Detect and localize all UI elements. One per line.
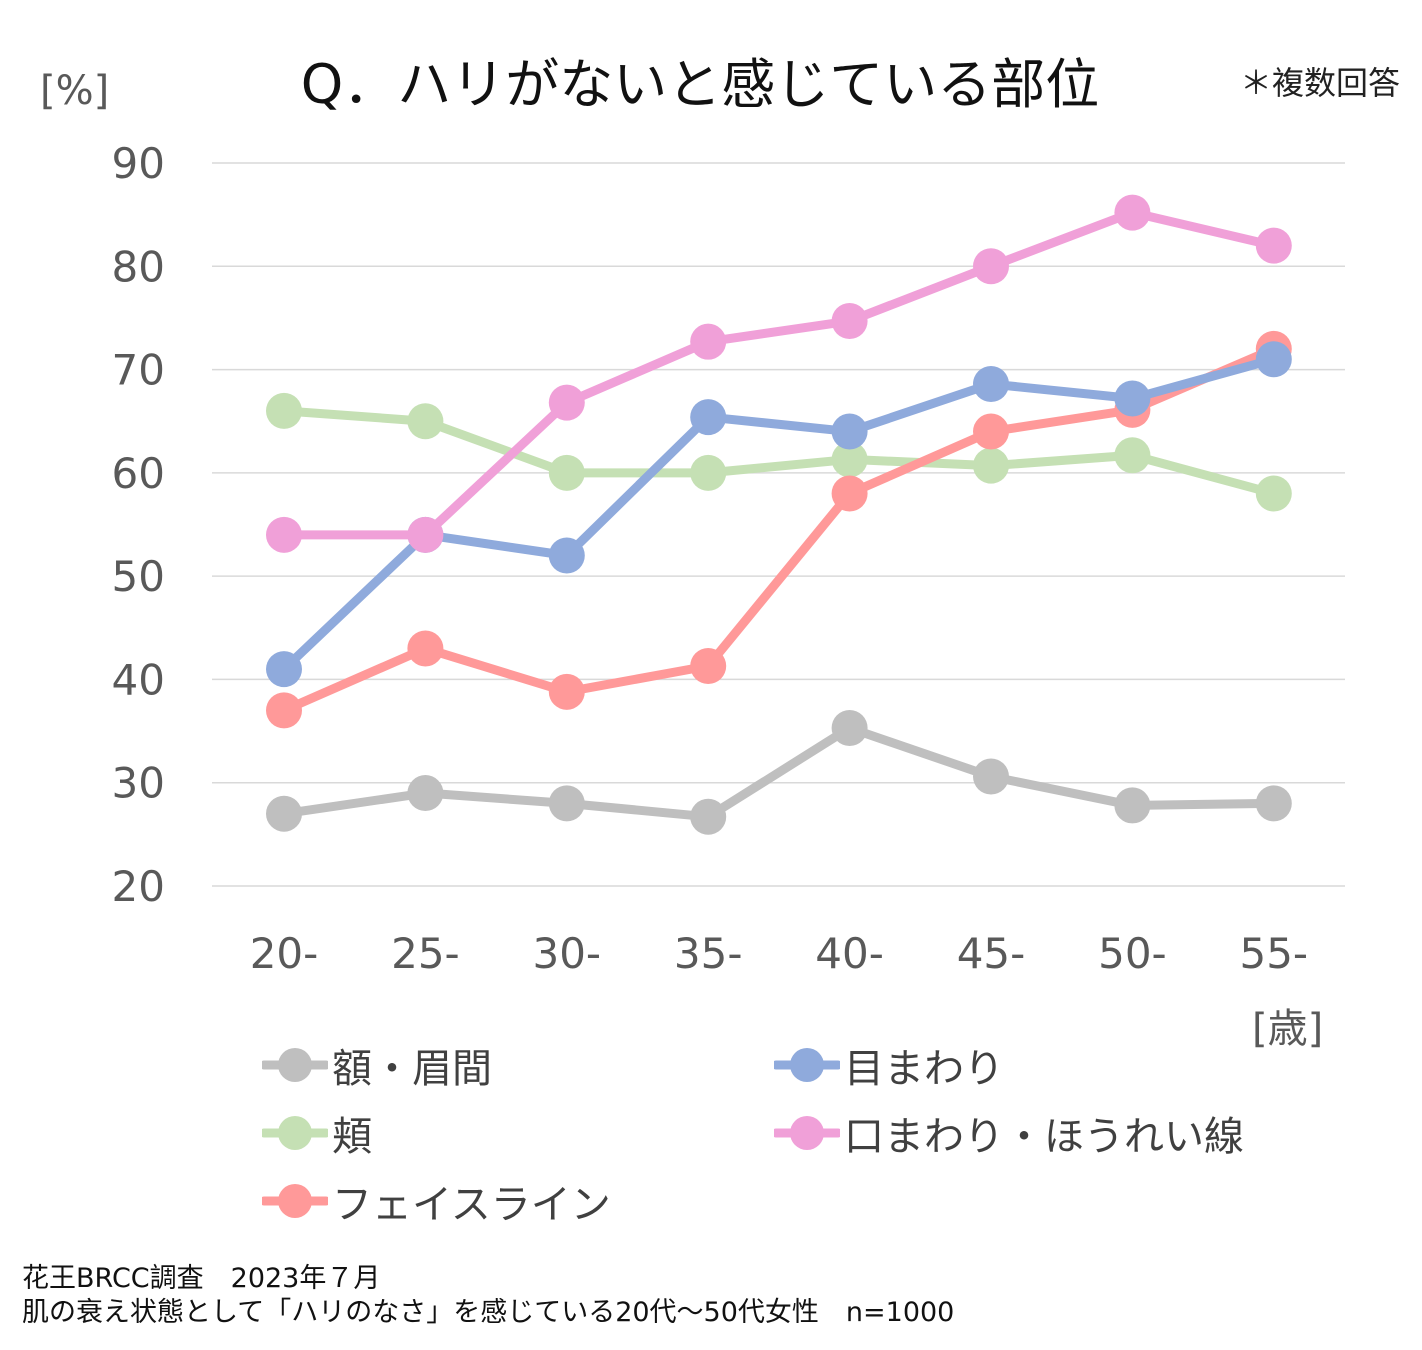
y-tick-label-30: 30 <box>112 759 165 808</box>
data-point-s4-1 <box>407 516 444 553</box>
y-tick-label-50: 50 <box>112 552 165 601</box>
data-point-s4-4 <box>831 303 868 340</box>
series-line-4 <box>279 208 1279 540</box>
data-point-s2-2 <box>548 673 585 710</box>
x-tick-label-5: 45- <box>957 929 1026 978</box>
data-point-s1-0 <box>266 392 302 429</box>
data-point-s2-3 <box>690 648 727 685</box>
data-point-s0-0 <box>266 795 302 832</box>
y-tick-label-90: 90 <box>112 139 165 188</box>
data-point-s1-1 <box>407 403 444 440</box>
x-tick-label-3: 35- <box>674 929 743 978</box>
data-point-s4-3 <box>690 323 727 360</box>
footer-source: 花王BRCC調査 2023年７月 <box>22 1263 381 1294</box>
y-tick-label-60: 60 <box>112 449 165 498</box>
data-point-s0-1 <box>407 775 444 812</box>
data-point-s1-5 <box>973 447 1009 484</box>
x-tick-label-6: 50- <box>1098 929 1167 978</box>
data-point-s4-6 <box>1114 194 1151 231</box>
y-axis-unit-label: [%] <box>40 68 110 114</box>
data-point-s1-2 <box>548 454 585 491</box>
x-tick-label-4: 40- <box>815 929 884 978</box>
x-axis-unit-label: [歳] <box>1252 1006 1324 1052</box>
data-point-s1-7 <box>1255 475 1292 512</box>
data-point-s0-2 <box>548 785 585 822</box>
data-point-s2-1 <box>407 630 444 667</box>
data-point-s3-4 <box>831 413 868 450</box>
footer-description: 肌の衰え状態として「ハリのなさ」を感じている20代～50代女性 n=1000 <box>22 1297 955 1328</box>
x-tick-label-0: 20- <box>250 929 319 978</box>
data-point-s1-3 <box>690 454 727 491</box>
data-point-s0-7 <box>1255 785 1292 822</box>
data-point-s3-0 <box>266 651 302 688</box>
series-line-3 <box>279 354 1279 674</box>
survey-footer: 花王BRCC調査 2023年７月 肌の衰え状態として「ハリのなさ」を感じている2… <box>22 1262 954 1330</box>
data-point-s3-6 <box>1114 380 1151 417</box>
y-tick-label-40: 40 <box>112 655 165 704</box>
data-point-s4-0 <box>266 516 302 553</box>
data-point-s2-5 <box>973 413 1009 450</box>
x-tick-label-1: 25- <box>391 929 460 978</box>
data-point-s0-5 <box>973 758 1009 795</box>
data-point-s4-2 <box>548 384 585 421</box>
data-point-s4-7 <box>1255 227 1292 264</box>
data-point-s3-7 <box>1255 341 1292 378</box>
data-point-s3-5 <box>973 366 1009 403</box>
y-tick-label-70: 70 <box>112 346 165 395</box>
data-point-s2-4 <box>831 475 868 512</box>
x-tick-label-7: 55- <box>1239 929 1308 978</box>
data-point-s3-3 <box>690 399 727 436</box>
multiple-answer-note: ＊複数回答 <box>1239 64 1400 102</box>
series-line-0 <box>279 723 1279 822</box>
data-point-s1-4 <box>831 441 868 478</box>
x-tick-label-2: 30- <box>532 929 601 978</box>
data-point-s4-5 <box>973 248 1009 285</box>
series-line-2 <box>279 344 1279 715</box>
data-point-s0-4 <box>831 709 868 746</box>
data-point-s2-0 <box>266 692 302 729</box>
y-tick-label-20: 20 <box>112 862 165 911</box>
data-point-s3-2 <box>548 537 585 574</box>
data-point-s0-6 <box>1114 787 1151 824</box>
data-point-s1-6 <box>1114 437 1151 474</box>
y-tick-label-80: 80 <box>112 242 165 291</box>
chart-title: Q．ハリがないと感じている部位 <box>300 53 1100 116</box>
series-line-1 <box>279 406 1279 499</box>
data-point-s0-3 <box>690 798 727 835</box>
